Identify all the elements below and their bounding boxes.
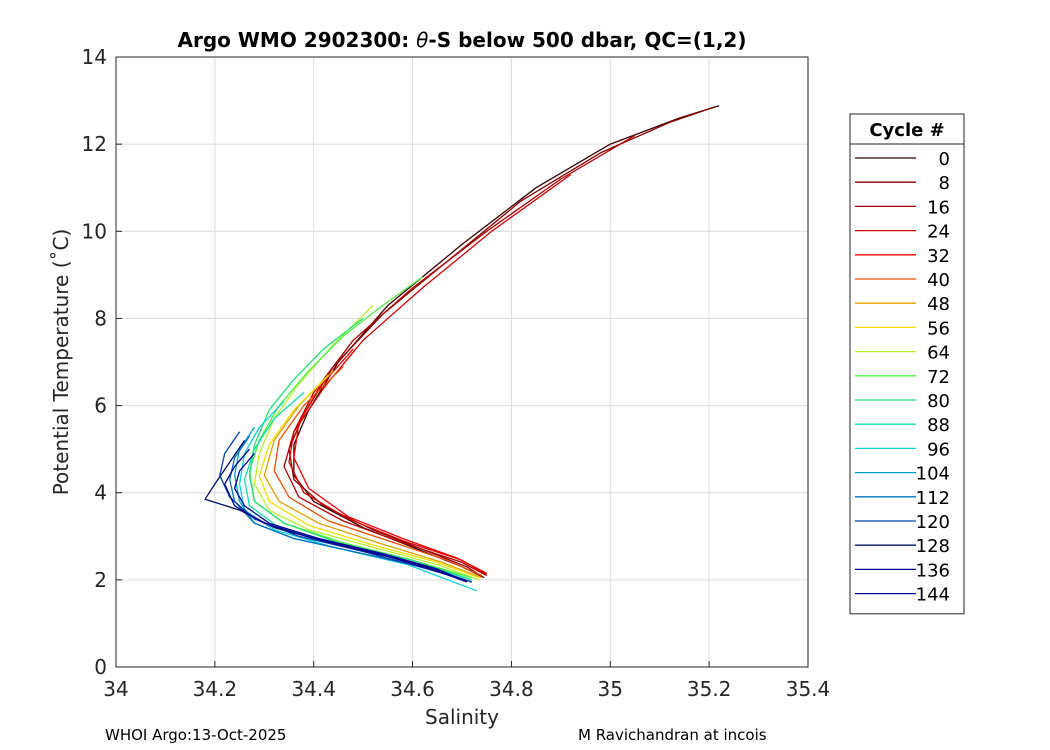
y-tick-label: 8 [94, 306, 107, 330]
y-tick-label: 2 [94, 568, 107, 592]
series-line-cycle-24 [288, 174, 572, 576]
legend-label: 0 [939, 149, 950, 170]
legend-label: 104 [916, 464, 950, 485]
legend-label: 56 [927, 318, 950, 339]
x-tick-label: 34 [103, 677, 128, 701]
legend-label: 64 [927, 343, 950, 364]
legend-label: 136 [916, 560, 950, 581]
legend-label: 144 [916, 585, 950, 606]
legend-label: 48 [927, 294, 950, 315]
series-line-cycle-64 [253, 304, 480, 581]
series-line-cycle-144 [233, 453, 463, 581]
legend-label: 96 [927, 439, 950, 460]
x-tick-label: 34.6 [390, 677, 435, 701]
legend-label: 120 [916, 512, 950, 533]
x-tick-label: 35 [598, 677, 623, 701]
legend-label: 88 [927, 415, 950, 436]
legend-label: 40 [927, 270, 950, 291]
legend-label: 72 [927, 367, 950, 388]
legend-box [849, 113, 965, 615]
y-tick-label: 14 [82, 45, 107, 69]
chart-title: Argo WMO 2902300: θ-S below 500 dbar, QC… [178, 28, 747, 52]
series-line-cycle-120 [219, 431, 473, 583]
x-tick-label: 34.8 [489, 677, 534, 701]
x-tick-label: 35.2 [687, 677, 732, 701]
y-tick-label: 0 [94, 655, 107, 679]
plot-frame [115, 56, 809, 668]
legend-label: 80 [927, 391, 950, 412]
y-tick-label: 6 [94, 394, 107, 418]
series-line-cycle-32 [293, 348, 487, 574]
legend-label: 128 [916, 536, 950, 557]
x-tick-label: 34.2 [193, 677, 238, 701]
x-tick-label: 34.4 [291, 677, 336, 701]
legend-label: 16 [927, 197, 950, 218]
axis-ticks: 34 34.2 34.4 34.6 34.8 35 35.2 35.4 0 2 4 6 8 10 12 14 [82, 45, 831, 701]
y-tick-label: 10 [82, 219, 107, 243]
legend-label: 24 [927, 222, 950, 243]
footer-source: WHOI Argo:13-Oct-2025 [105, 726, 287, 744]
legend: Cycle # 0 8 16 24 32 40 48 56 64 72 80 88 96 104 112 120… [849, 113, 965, 615]
series-line-cycle-72 [248, 276, 473, 579]
series-line-cycle-40 [273, 365, 483, 577]
footer-credit: M Ravichandran at incois [578, 726, 767, 744]
legend-label: 32 [927, 246, 950, 267]
x-tick-label: 35.4 [786, 677, 831, 701]
legend-label: 8 [939, 173, 950, 194]
y-tick-label: 12 [82, 132, 107, 156]
series-line-cycle-56 [258, 374, 480, 579]
legend-label: 112 [916, 488, 950, 509]
series-lines [204, 105, 720, 592]
y-axis-label: Potential Temperature (˚C) [49, 229, 73, 496]
legend-title: Cycle # [869, 120, 944, 141]
y-tick-label: 4 [94, 481, 107, 505]
series-line-cycle-136 [224, 448, 468, 583]
series-line-cycle-48 [263, 370, 483, 579]
x-axis-label: Salinity [425, 705, 499, 729]
